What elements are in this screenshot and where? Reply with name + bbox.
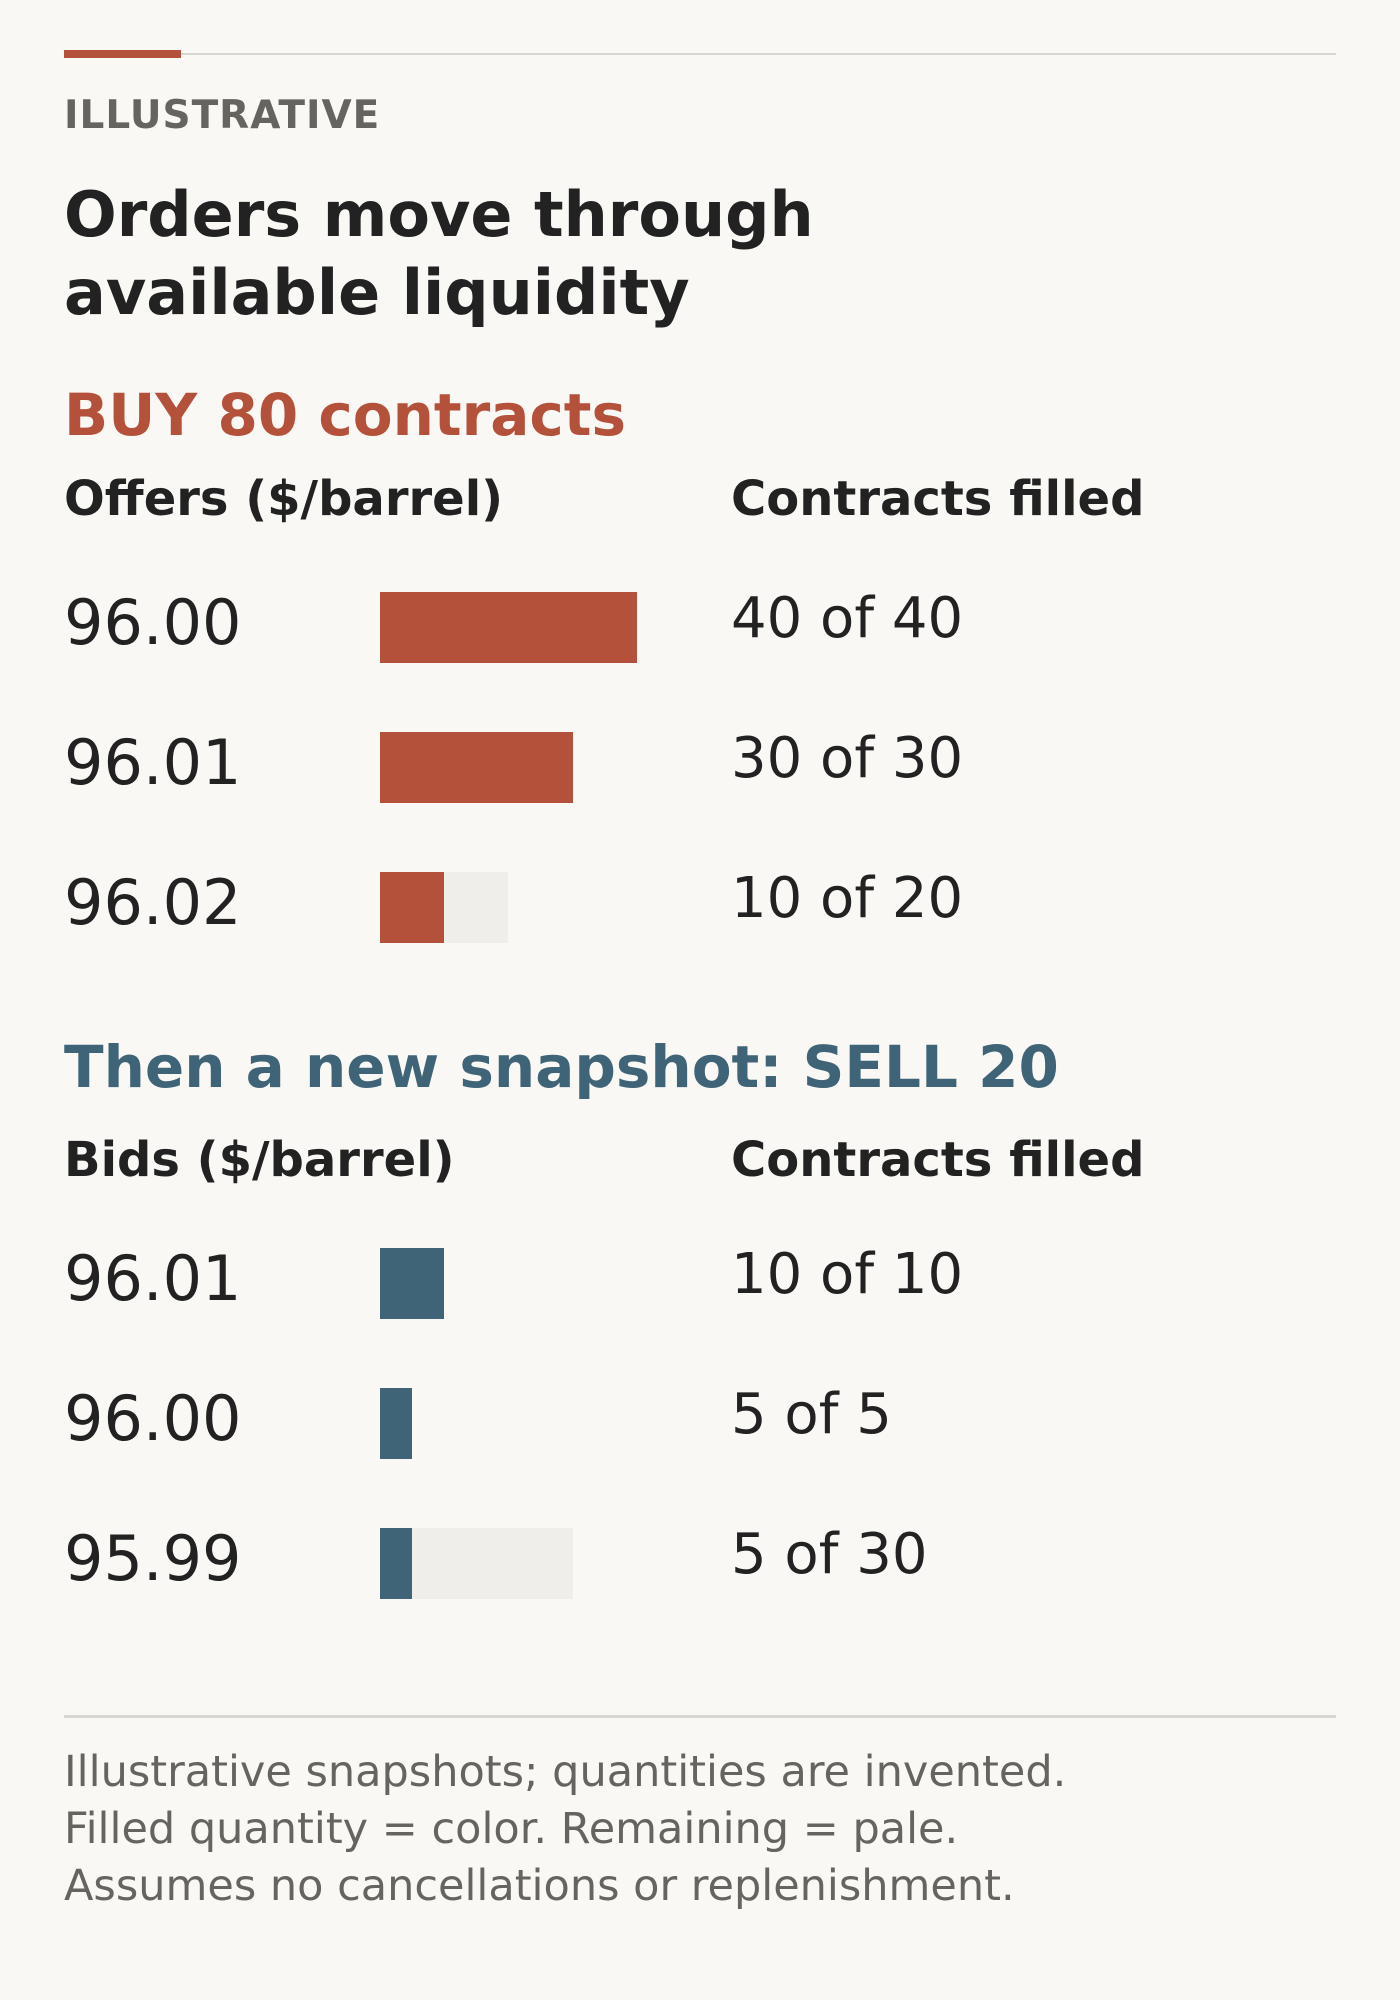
sell-price-label: 96.00 — [64, 1382, 242, 1455]
bottom-rule — [64, 1715, 1336, 1718]
sell-value-header: Contracts filled — [731, 1132, 1145, 1188]
buy-category-header: Offers ($/barrel) — [64, 471, 504, 527]
buy-price-label: 96.01 — [64, 726, 242, 799]
sell-filled-label: 10 of 10 — [731, 1242, 964, 1307]
buy-filled-label: 10 of 20 — [731, 866, 964, 931]
sell-filled-label: 5 of 5 — [731, 1382, 892, 1447]
chart-title: Orders move through available liquidity — [64, 178, 814, 329]
sell-bar-filled — [380, 1528, 413, 1599]
kicker: ILLUSTRATIVE — [64, 93, 381, 138]
sell-price-label: 96.01 — [64, 1242, 242, 1315]
buy-bar-filled — [380, 592, 637, 663]
buy-section-title: BUY 80 contracts — [64, 381, 627, 449]
footnote-line: Assumes no cancellations or replenishmen… — [64, 1861, 1015, 1911]
buy-bar-filled — [380, 872, 445, 943]
sell-category-header: Bids ($/barrel) — [64, 1132, 455, 1188]
sell-bar-filled — [380, 1248, 445, 1319]
buy-value-header: Contracts filled — [731, 471, 1145, 527]
sell-bar-filled — [380, 1388, 413, 1459]
top-rule — [64, 53, 1336, 55]
top-rule-accent — [64, 50, 181, 58]
buy-price-label: 96.00 — [64, 586, 242, 659]
footnote-line: Filled quantity = color. Remaining = pal… — [64, 1804, 959, 1854]
sell-section-title: Then a new snapshot: SELL 20 — [64, 1033, 1059, 1101]
footnote-line: Illustrative snapshots; quantities are i… — [64, 1747, 1067, 1797]
buy-filled-label: 30 of 30 — [731, 726, 964, 791]
buy-filled-label: 40 of 40 — [731, 586, 964, 651]
buy-bar-filled — [380, 732, 573, 803]
sell-price-label: 95.99 — [64, 1522, 242, 1595]
sell-filled-label: 5 of 30 — [731, 1522, 928, 1587]
buy-price-label: 96.02 — [64, 866, 242, 939]
sell-bar-remaining — [380, 1528, 573, 1599]
